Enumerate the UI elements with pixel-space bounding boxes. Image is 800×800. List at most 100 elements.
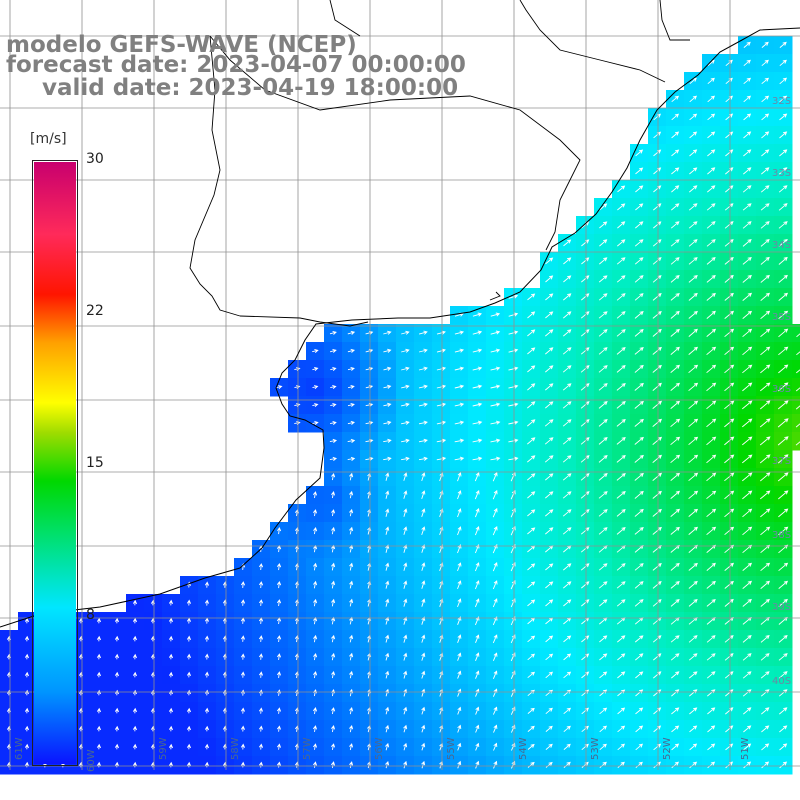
valid-date: valid date: 2023-04-19 18:00:00 bbox=[42, 75, 459, 101]
wind-arrow bbox=[599, 239, 608, 247]
wind-arrow bbox=[688, 203, 698, 211]
wind-arrow bbox=[706, 239, 716, 247]
wind-arrow bbox=[563, 311, 572, 319]
lon-label: 55W bbox=[446, 737, 457, 760]
wind-arrow bbox=[186, 635, 192, 642]
wind-arrow bbox=[472, 402, 483, 407]
wind-arrow bbox=[403, 526, 408, 535]
wind-arrow bbox=[778, 598, 788, 607]
wind-arrow bbox=[689, 707, 698, 715]
wind-arrow bbox=[761, 131, 770, 139]
wind-arrow bbox=[331, 562, 336, 571]
wind-arrow bbox=[760, 185, 770, 193]
wind-arrow bbox=[760, 274, 770, 283]
wind-arrow bbox=[706, 418, 717, 428]
lon-label: 58W bbox=[230, 737, 241, 760]
wind-arrow bbox=[186, 653, 192, 660]
wind-arrow bbox=[706, 400, 717, 410]
wind-arrow bbox=[349, 634, 354, 643]
wind-arrow bbox=[312, 743, 318, 750]
wind-arrow bbox=[436, 366, 447, 371]
wind-arrow bbox=[796, 369, 800, 374]
wind-arrow bbox=[312, 420, 319, 426]
wind-arrow bbox=[401, 366, 410, 371]
wind-arrow bbox=[580, 455, 590, 463]
wind-arrow bbox=[436, 330, 446, 335]
wind-arrow bbox=[778, 634, 788, 643]
wind-arrow bbox=[527, 311, 536, 319]
wind-arrow bbox=[329, 330, 337, 335]
wind-arrow bbox=[168, 743, 174, 750]
wind-arrow bbox=[527, 455, 536, 463]
wind-arrow bbox=[743, 725, 752, 733]
wind-arrow bbox=[796, 333, 800, 338]
wind-arrow bbox=[276, 707, 282, 714]
wind-arrow bbox=[403, 562, 408, 571]
wind-arrow bbox=[545, 329, 554, 337]
wind-arrow bbox=[240, 725, 246, 732]
wind-arrow bbox=[688, 635, 698, 643]
wind-arrow bbox=[634, 490, 644, 499]
wind-arrow bbox=[706, 364, 717, 374]
wind-arrow bbox=[563, 239, 572, 247]
wind-arrow bbox=[616, 490, 626, 499]
wind-arrow bbox=[240, 635, 246, 642]
wind-arrow bbox=[527, 653, 536, 661]
wind-arrow bbox=[490, 420, 501, 425]
wind-arrow bbox=[562, 527, 572, 535]
wind-arrow bbox=[742, 400, 753, 410]
wind-arrow bbox=[688, 382, 699, 392]
wind-arrow bbox=[617, 653, 626, 661]
wind-arrow bbox=[724, 454, 735, 464]
wind-arrow bbox=[545, 581, 554, 589]
wind-arrow bbox=[652, 526, 662, 535]
wind-arrow bbox=[760, 671, 770, 679]
wind-arrow bbox=[706, 580, 716, 589]
wind-arrow bbox=[403, 670, 408, 679]
wind-arrow bbox=[779, 725, 788, 733]
wind-arrow bbox=[671, 707, 680, 715]
wind-arrow bbox=[276, 671, 282, 678]
wind-arrow bbox=[742, 382, 753, 392]
wind-arrow bbox=[743, 59, 751, 67]
wind-arrow bbox=[186, 725, 192, 732]
wind-arrow bbox=[472, 420, 483, 425]
lon-label: 52W bbox=[662, 737, 673, 760]
wind-arrow bbox=[527, 563, 536, 571]
wind-arrow bbox=[96, 653, 102, 660]
wind-arrow bbox=[527, 491, 536, 499]
wind-arrow bbox=[508, 312, 519, 317]
wind-arrow bbox=[760, 238, 770, 247]
wind-arrow bbox=[689, 95, 698, 103]
wind-arrow bbox=[670, 562, 680, 571]
wind-arrow bbox=[114, 653, 120, 660]
wind-arrow bbox=[24, 689, 30, 696]
wind-arrow bbox=[580, 473, 590, 481]
wind-arrow bbox=[778, 185, 788, 193]
wind-arrow bbox=[778, 490, 789, 500]
wind-arrow bbox=[759, 436, 771, 446]
wind-arrow bbox=[330, 761, 336, 768]
wind-arrow bbox=[349, 580, 354, 589]
wind-arrow bbox=[617, 239, 626, 247]
wind-arrow bbox=[688, 671, 698, 679]
wind-arrow bbox=[779, 59, 787, 67]
wind-arrow bbox=[598, 275, 608, 283]
wind-arrow bbox=[490, 384, 501, 389]
wind-arrow bbox=[670, 598, 680, 607]
wind-arrow bbox=[186, 707, 192, 714]
wind-arrow bbox=[562, 437, 572, 445]
wind-arrow bbox=[457, 670, 462, 679]
wind-arrow bbox=[761, 95, 770, 103]
wind-arrow bbox=[527, 671, 536, 679]
wind-arrow bbox=[760, 256, 770, 265]
wind-arrow bbox=[634, 328, 644, 337]
wind-arrow bbox=[634, 400, 644, 409]
wind-arrow bbox=[403, 508, 408, 517]
wind-arrow bbox=[457, 598, 462, 608]
wind-arrow bbox=[472, 456, 483, 461]
wind-arrow bbox=[508, 438, 519, 443]
wind-arrow bbox=[545, 527, 554, 535]
wind-arrow bbox=[508, 456, 519, 461]
wind-arrow bbox=[652, 346, 662, 355]
